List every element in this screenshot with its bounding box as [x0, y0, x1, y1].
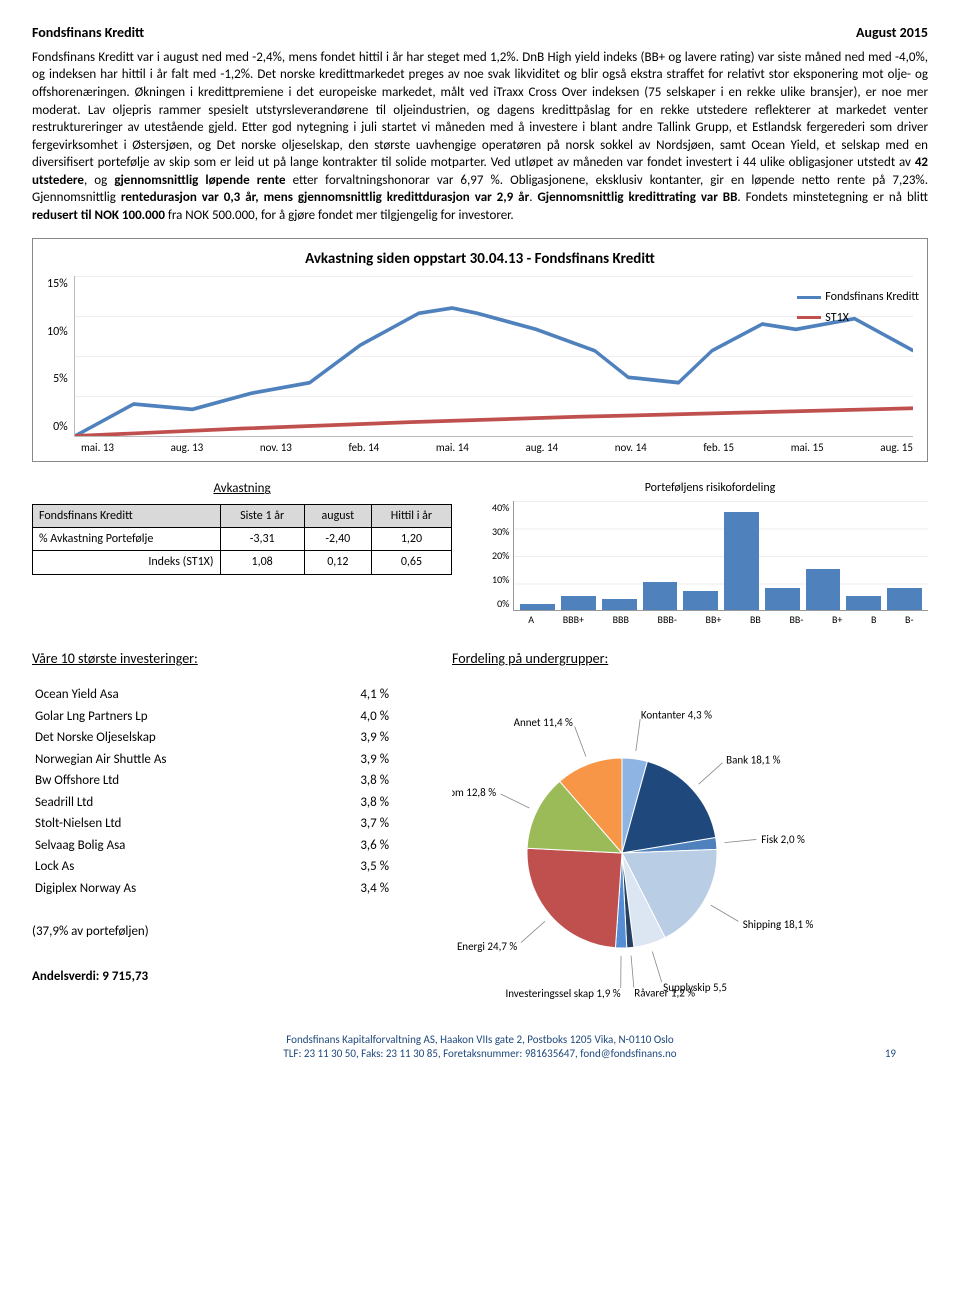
returns-table: Fondsfinans KredittSiste 1 åraugustHitti…	[32, 504, 452, 575]
bar-chart-title: Porteføljens risikofordeling	[492, 480, 928, 496]
svg-text:Eiendom 12,8 %: Eiendom 12,8 %	[452, 786, 496, 799]
footer-line2: TLF: 23 11 30 50, Faks: 23 11 30 85, For…	[283, 1047, 676, 1060]
svg-text:Fisk 2,0 %: Fisk 2,0 %	[761, 833, 805, 846]
bar-chart-plot	[513, 501, 928, 611]
header-left: Fondsfinans Kreditt	[32, 24, 144, 43]
pie-column: Fordeling på undergrupper: Kontanter 4,3…	[452, 650, 928, 1003]
andelsverdi: Andelsverdi: 9 715,73	[32, 968, 392, 986]
bar-chart-block: Porteføljens risikofordeling 40%30%20%10…	[492, 480, 928, 626]
page-header: Fondsfinans Kreditt August 2015	[32, 24, 928, 43]
investments-column: Våre 10 største investeringer: Ocean Yie…	[32, 650, 392, 1003]
pie-chart: Kontanter 4,3 % Bank 18,1 % Fisk 2,0 % Ship…	[452, 683, 872, 1003]
line-chart-y-axis: 15%10%5%0%	[47, 276, 74, 436]
portfolio-note: (37,9% av porteføljen)	[32, 923, 392, 941]
line-chart-x-axis: mai. 13aug. 13nov. 13feb. 14mai. 14aug. …	[81, 441, 913, 456]
line-chart-plot	[74, 276, 913, 437]
svg-text:Annet 11,4 %: Annet 11,4 %	[514, 716, 573, 729]
page-footer: Fondsfinans Kapitalforvaltning AS, Haako…	[32, 1033, 928, 1062]
header-right: August 2015	[856, 24, 928, 43]
svg-text:Energi 24,7 %: Energi 24,7 %	[457, 940, 517, 953]
investments-title: Våre 10 største investeringer:	[32, 650, 392, 669]
bar-chart-y-axis: 40%30%20%10%0%	[492, 501, 513, 611]
svg-text:Shipping 18,1 %: Shipping 18,1 %	[743, 918, 814, 931]
pie-title: Fordeling på undergrupper:	[452, 650, 928, 669]
line-chart-title: Avkastning siden oppstart 30.04.13 - Fon…	[47, 249, 913, 269]
body-paragraph: Fondsfinans Kreditt var i august ned med…	[32, 49, 928, 224]
line-chart-legend: Fondsfinans KredittST1X	[797, 289, 919, 329]
investments-table: Ocean Yield Asa4,1 %Golar Lng Partners L…	[32, 683, 392, 900]
page-number: 19	[885, 1047, 896, 1061]
line-chart-container: Avkastning siden oppstart 30.04.13 - Fon…	[32, 238, 928, 462]
svg-text:Råvarer 1,2 %: Råvarer 1,2 %	[634, 986, 695, 999]
footer-line1: Fondsfinans Kapitalforvaltning AS, Haako…	[286, 1033, 673, 1046]
svg-text:Investeringssel skap 1,9 %: Investeringssel skap 1,9 %	[505, 987, 620, 1000]
bar-chart-x-axis: ABBB+BBBBBB-BB+BBBB-B+BB-	[514, 613, 928, 627]
svg-text:Bank 18,1 %: Bank 18,1 %	[726, 753, 780, 766]
returns-title: Avkastning	[32, 480, 452, 498]
svg-text:Kontanter 4,3 %: Kontanter 4,3 %	[641, 708, 712, 721]
returns-block: Avkastning Fondsfinans KredittSiste 1 år…	[32, 480, 452, 626]
